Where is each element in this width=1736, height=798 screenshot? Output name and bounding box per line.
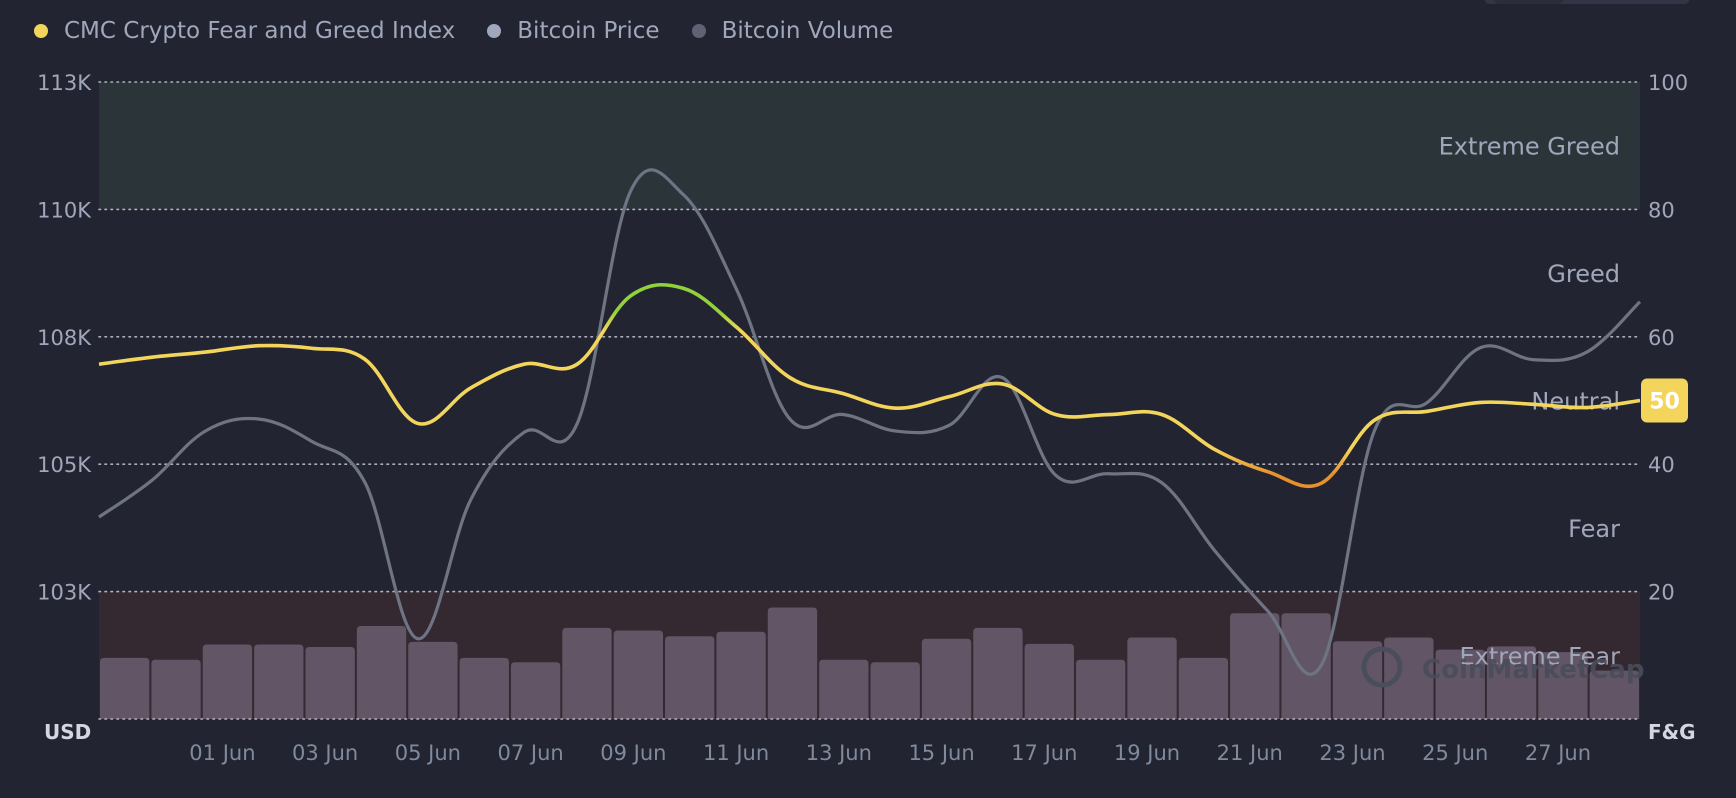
zone-label: Greed xyxy=(1547,260,1620,288)
legend-item-bitcoin-price[interactable]: Bitcoin Price xyxy=(487,18,660,44)
volume-bar[interactable] xyxy=(305,647,355,719)
volume-bar[interactable] xyxy=(1127,637,1177,719)
legend-dot-fear-greed xyxy=(34,24,48,38)
watermark-logo-icon xyxy=(1361,646,1403,688)
x-tick-label: 25 Jun xyxy=(1422,741,1488,765)
volume-bar[interactable] xyxy=(1435,649,1485,719)
volume-bar[interactable] xyxy=(1332,641,1383,719)
volume-bar[interactable] xyxy=(1230,613,1280,719)
time-range-selector[interactable] xyxy=(1484,0,1690,4)
legend-item-bitcoin-volume[interactable]: Bitcoin Volume xyxy=(691,18,894,44)
x-tick-label: 19 Jun xyxy=(1114,741,1180,765)
volume-bar[interactable] xyxy=(1589,670,1639,719)
legend-label-bitcoin-volume: Bitcoin Volume xyxy=(721,18,894,44)
legend-label-bitcoin-price: Bitcoin Price xyxy=(517,18,660,44)
volume-bar[interactable] xyxy=(819,659,869,719)
x-tick-label: 01 Jun xyxy=(189,741,255,765)
volume-bar[interactable] xyxy=(202,644,253,719)
x-tick-label: 09 Jun xyxy=(600,741,666,765)
volume-bar[interactable] xyxy=(1075,659,1126,719)
current-value-badge xyxy=(1641,378,1688,423)
legend-label-fear-greed: CMC Crypto Fear and Greed Index xyxy=(64,18,456,44)
y-right-tick-label: 20 xyxy=(1648,581,1675,605)
current-value-badge-label: 50 xyxy=(1649,390,1680,415)
volume-bar[interactable] xyxy=(356,625,407,719)
x-tick-label: 11 Jun xyxy=(703,741,769,765)
y-left-tick-label: 103K xyxy=(37,581,92,605)
bitcoin-price-line[interactable] xyxy=(98,168,1642,676)
y-left-tick-label: 108K xyxy=(37,326,92,350)
y-right-tick-label: 100 xyxy=(1648,71,1688,95)
volume-bar[interactable] xyxy=(459,657,509,719)
volume-bar[interactable] xyxy=(408,641,458,719)
y-left-tick-label: 113K xyxy=(37,71,92,95)
x-tick-label: 05 Jun xyxy=(395,741,461,765)
volume-bar[interactable] xyxy=(665,636,715,719)
volume-bar[interactable] xyxy=(510,662,561,719)
chart-legend: CMC Crypto Fear and Greed Index Bitcoin … xyxy=(34,14,893,48)
volume-bar[interactable] xyxy=(1486,646,1537,719)
legend-item-fear-greed[interactable]: CMC Crypto Fear and Greed Index xyxy=(34,18,455,44)
x-tick-label: 17 Jun xyxy=(1011,741,1077,765)
x-tick-label: 27 Jun xyxy=(1525,741,1591,765)
y-right-tick-label: 40 xyxy=(1648,453,1675,477)
time-range-selected-segment[interactable] xyxy=(1494,0,1564,4)
volume-bar[interactable] xyxy=(100,657,150,719)
zone-label: Extreme Greed xyxy=(1439,133,1620,161)
volume-bar[interactable] xyxy=(562,627,612,719)
zone-label: Neutral xyxy=(1531,388,1620,416)
y-right-tick-label: 80 xyxy=(1648,198,1675,222)
volume-bar[interactable] xyxy=(613,630,664,719)
watermark-text: CoinMarketCap xyxy=(1422,655,1645,685)
volume-bar[interactable] xyxy=(1178,657,1229,719)
y-right-tick-label: 60 xyxy=(1648,326,1675,350)
volume-bar[interactable] xyxy=(1281,613,1331,719)
y-left-tick-label: 110K xyxy=(37,198,92,222)
x-tick-label: 15 Jun xyxy=(908,741,974,765)
volume-bar[interactable] xyxy=(870,662,920,719)
x-tick-label: 07 Jun xyxy=(498,741,564,765)
volume-bar[interactable] xyxy=(1538,652,1588,719)
y-left-tick-label: 105K xyxy=(37,453,92,477)
volume-bar[interactable] xyxy=(254,644,304,719)
volume-bar[interactable] xyxy=(716,631,766,719)
legend-dot-bitcoin-volume xyxy=(691,24,706,38)
fear-greed-line[interactable] xyxy=(98,282,1641,489)
y-left-unit-label: USD xyxy=(44,720,91,744)
extreme-fear-zone xyxy=(99,591,1640,719)
x-tick-label: 23 Jun xyxy=(1319,741,1385,765)
legend-dot-bitcoin-price xyxy=(487,24,502,38)
extreme-greed-zone xyxy=(99,82,1640,210)
zone-label: Fear xyxy=(1568,515,1620,543)
volume-bar[interactable] xyxy=(921,638,972,719)
volume-bar[interactable] xyxy=(767,607,818,719)
zone-label: Extreme Fear xyxy=(1460,642,1621,670)
volume-bar[interactable] xyxy=(151,659,201,719)
x-tick-label: 21 Jun xyxy=(1217,741,1283,765)
y-right-unit-label: F&G xyxy=(1648,720,1696,744)
volume-bar[interactable] xyxy=(973,627,1023,719)
volume-bar[interactable] xyxy=(1024,643,1074,719)
x-tick-label: 13 Jun xyxy=(806,741,872,765)
x-tick-label: 03 Jun xyxy=(292,741,358,765)
